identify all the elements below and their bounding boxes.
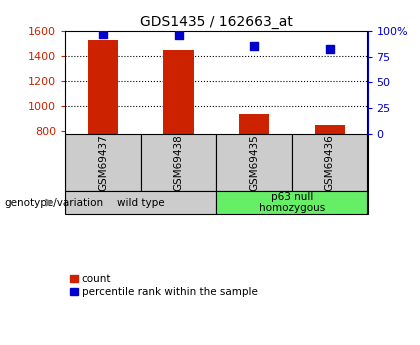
Text: p63 null
homozygous: p63 null homozygous	[259, 192, 325, 214]
Text: GSM69437: GSM69437	[98, 134, 108, 191]
Bar	[239, 114, 269, 134]
Bar	[141, 134, 216, 191]
Bar	[163, 50, 194, 134]
Point	[326, 46, 333, 51]
Point	[175, 32, 182, 38]
Bar	[216, 191, 368, 214]
Text: genotype/variation: genotype/variation	[4, 198, 103, 208]
Text: GSM69435: GSM69435	[249, 134, 259, 191]
Bar	[65, 134, 141, 191]
Text: wild type: wild type	[117, 198, 165, 208]
Bar	[88, 40, 118, 134]
Point	[251, 44, 257, 49]
Bar	[292, 134, 368, 191]
Text: GSM69438: GSM69438	[173, 134, 184, 191]
Title: GDS1435 / 162663_at: GDS1435 / 162663_at	[140, 14, 293, 29]
Text: GSM69436: GSM69436	[325, 134, 335, 191]
Legend: count, percentile rank within the sample: count, percentile rank within the sample	[70, 274, 257, 297]
Bar	[315, 125, 345, 134]
Bar	[65, 191, 216, 214]
Bar	[216, 134, 292, 191]
Point	[100, 31, 106, 37]
